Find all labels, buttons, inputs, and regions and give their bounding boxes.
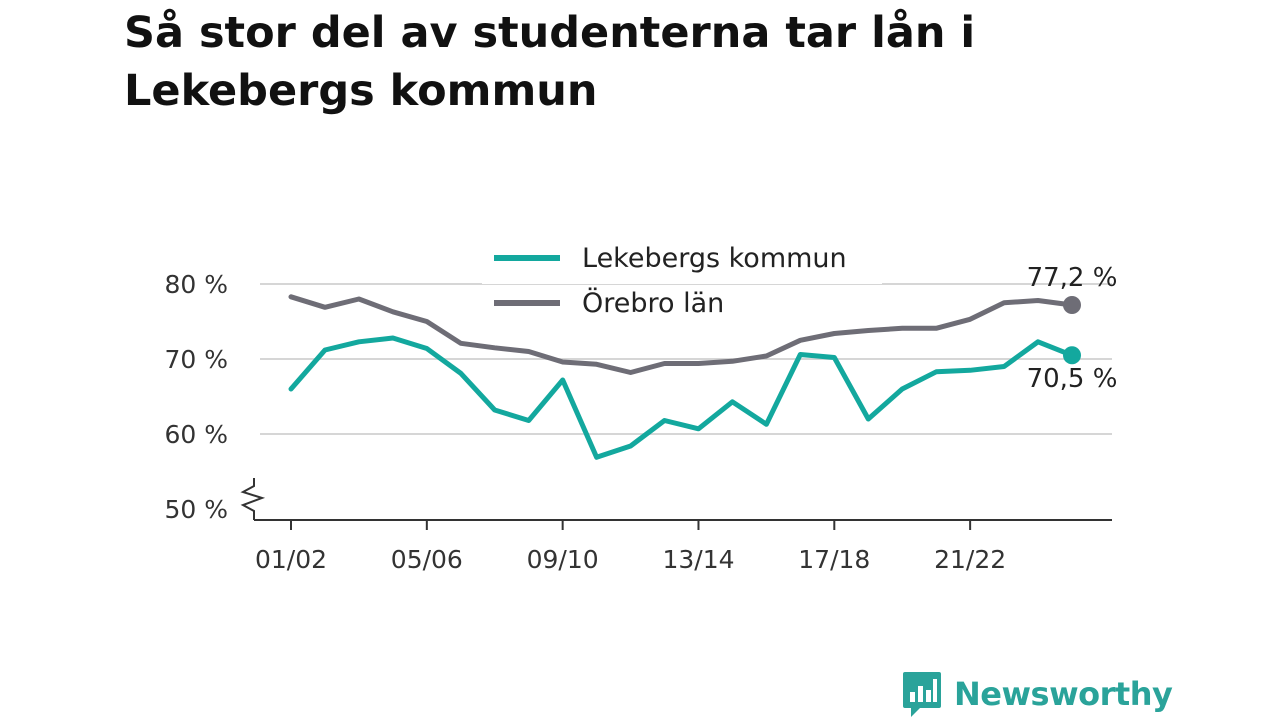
series-end-point: [1063, 346, 1081, 365]
bar-chart-speech-bubble-icon: [903, 672, 941, 717]
newsworthy-logo: Newsworthy: [902, 670, 1173, 718]
end-label-lekeberg: 70,5 %: [1027, 364, 1118, 394]
end-labels: 77,2 % 70,5 %: [1027, 263, 1118, 394]
x-tick-label: 01/02: [255, 545, 327, 574]
x-tick-label: 17/18: [798, 545, 870, 574]
brand-name: Newsworthy: [954, 675, 1173, 713]
x-tick-label: 13/14: [662, 545, 734, 574]
series-lines: [288, 294, 1081, 460]
y-tick-label: 50 %: [164, 495, 228, 524]
series-line-örebro-län: [288, 294, 1075, 375]
y-tick-label: 70 %: [164, 345, 228, 374]
x-axis: 01/02 05/06 09/10 13/14 17/18 21/22: [254, 519, 1112, 574]
axis-break-icon: [240, 478, 266, 520]
series-end-point: [1063, 296, 1081, 314]
x-tick-label: 21/22: [934, 545, 1006, 574]
legend-label: Lekebergs kommun: [582, 243, 847, 274]
legend: Lekebergs kommun Örebro län: [482, 234, 882, 319]
x-tick-label: 09/10: [527, 545, 599, 574]
y-tick-label: 60 %: [164, 420, 228, 449]
x-tick-label: 05/06: [391, 545, 463, 574]
series-line-lekebergs-kommun: [288, 335, 1075, 460]
y-tick-label: 80 %: [164, 270, 228, 299]
legend-label: Örebro län: [582, 287, 724, 319]
chart-title: Så stor del av studenterna tar lån i Lek…: [124, 8, 976, 116]
y-axis: 50 % 60 % 70 % 80 %: [164, 270, 266, 524]
end-label-orebro: 77,2 %: [1027, 263, 1118, 293]
